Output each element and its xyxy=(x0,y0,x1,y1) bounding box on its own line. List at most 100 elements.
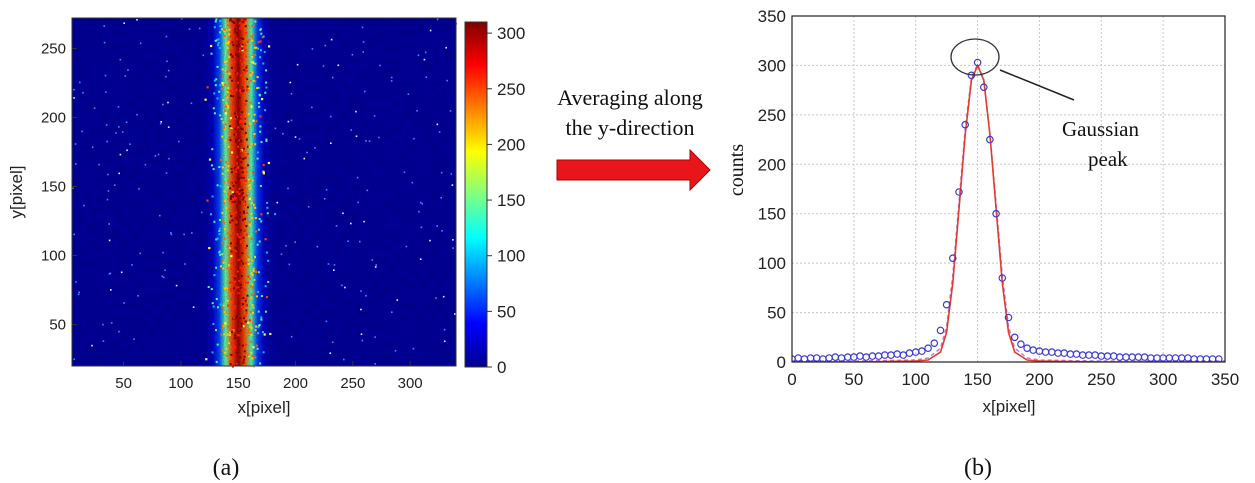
band-speckle xyxy=(232,121,235,124)
band-speckle xyxy=(218,90,221,93)
band-speckle xyxy=(232,72,235,75)
band-speckle xyxy=(219,84,222,87)
speckle xyxy=(446,79,448,82)
band-speckle xyxy=(229,136,232,139)
band-speckle xyxy=(260,49,262,52)
band-speckle xyxy=(219,253,222,256)
plot-frame xyxy=(791,15,1226,363)
band-speckle xyxy=(235,194,238,197)
speckle xyxy=(282,133,284,135)
band-speckle xyxy=(231,50,234,53)
x-tick-label: 350 xyxy=(1211,370,1239,389)
band-speckle xyxy=(244,299,247,302)
band-speckle xyxy=(237,173,240,176)
band-speckle xyxy=(231,219,234,222)
speckle xyxy=(82,92,84,94)
band-speckle xyxy=(241,111,244,114)
y-tick-label: 200 xyxy=(758,155,786,174)
band-speckle xyxy=(242,344,244,347)
band-speckle xyxy=(243,350,246,353)
band-speckle xyxy=(230,250,233,253)
band-speckle xyxy=(260,295,263,297)
data-point xyxy=(936,326,945,335)
speckle xyxy=(374,266,377,268)
speckle xyxy=(443,328,446,331)
colorbar: 0 50 100 150 200 250 300 xyxy=(464,21,525,377)
heatmap-frame xyxy=(71,17,457,367)
band-speckle xyxy=(243,201,245,203)
band-speckle xyxy=(231,24,234,27)
band-speckle xyxy=(242,361,245,364)
band-speckle xyxy=(236,333,239,336)
band-speckle xyxy=(235,139,238,142)
speckle xyxy=(419,258,422,260)
band-speckle xyxy=(256,87,259,90)
band-speckle xyxy=(247,281,250,284)
band-speckle xyxy=(255,46,258,49)
band-speckle xyxy=(255,344,258,347)
speckle xyxy=(73,358,75,361)
band-speckle xyxy=(254,80,257,83)
data-point xyxy=(918,347,926,355)
band-speckle xyxy=(243,133,246,136)
band-speckle xyxy=(240,74,243,77)
speckle xyxy=(360,290,362,292)
band-speckle xyxy=(249,122,252,125)
band-speckle xyxy=(244,70,247,73)
band-speckle xyxy=(226,333,229,336)
speckle xyxy=(107,190,110,192)
band-speckle xyxy=(239,236,242,239)
band-speckle xyxy=(237,27,240,30)
speckle xyxy=(115,132,117,134)
band-speckle xyxy=(249,73,252,76)
band-speckle xyxy=(249,187,252,190)
speckle xyxy=(136,19,138,21)
band-speckle xyxy=(251,283,254,286)
band-speckle xyxy=(247,263,250,265)
band-speckle xyxy=(236,270,239,273)
speckle xyxy=(280,253,283,255)
band-speckle xyxy=(226,18,229,21)
band-speckle xyxy=(239,189,242,192)
band-speckle xyxy=(245,64,248,67)
speckle xyxy=(154,155,157,157)
band-speckle xyxy=(256,76,259,79)
speckle xyxy=(78,291,80,294)
speckle xyxy=(368,140,371,142)
band-speckle xyxy=(213,274,216,277)
band-speckle xyxy=(254,62,257,65)
band-speckle xyxy=(215,266,218,269)
band-speckle xyxy=(251,25,254,28)
speckle xyxy=(119,58,122,61)
speckle xyxy=(378,136,380,139)
band-speckle xyxy=(246,244,248,247)
speckle xyxy=(452,247,454,249)
band-speckle xyxy=(221,323,224,326)
speckle xyxy=(287,120,290,123)
profile-chart: 0 50 100 150 200 250 300 350 0 50 100 150 200 250 300… xyxy=(726,7,1239,416)
band-speckle xyxy=(229,281,232,284)
band-speckle xyxy=(267,280,270,283)
speckle xyxy=(440,197,442,199)
band-speckle xyxy=(242,147,245,150)
speckle xyxy=(230,126,233,129)
speckle xyxy=(167,69,170,72)
band-speckle xyxy=(239,27,241,30)
speckle xyxy=(224,112,227,115)
band-speckle xyxy=(248,328,251,331)
band-speckle xyxy=(242,81,245,83)
band-speckle xyxy=(231,355,234,358)
x-tick-label: 150 xyxy=(963,370,991,389)
band-speckle xyxy=(248,220,251,223)
band-speckle xyxy=(223,30,226,33)
band-speckle xyxy=(245,99,248,102)
band-speckle xyxy=(234,117,237,120)
band-speckle xyxy=(248,224,251,227)
band-speckle xyxy=(235,211,238,214)
band-speckle xyxy=(250,237,253,240)
band-speckle xyxy=(247,275,250,278)
band-speckle xyxy=(230,42,232,45)
band-speckle xyxy=(229,360,232,363)
band-speckle xyxy=(249,331,252,334)
band-speckle xyxy=(242,262,245,265)
